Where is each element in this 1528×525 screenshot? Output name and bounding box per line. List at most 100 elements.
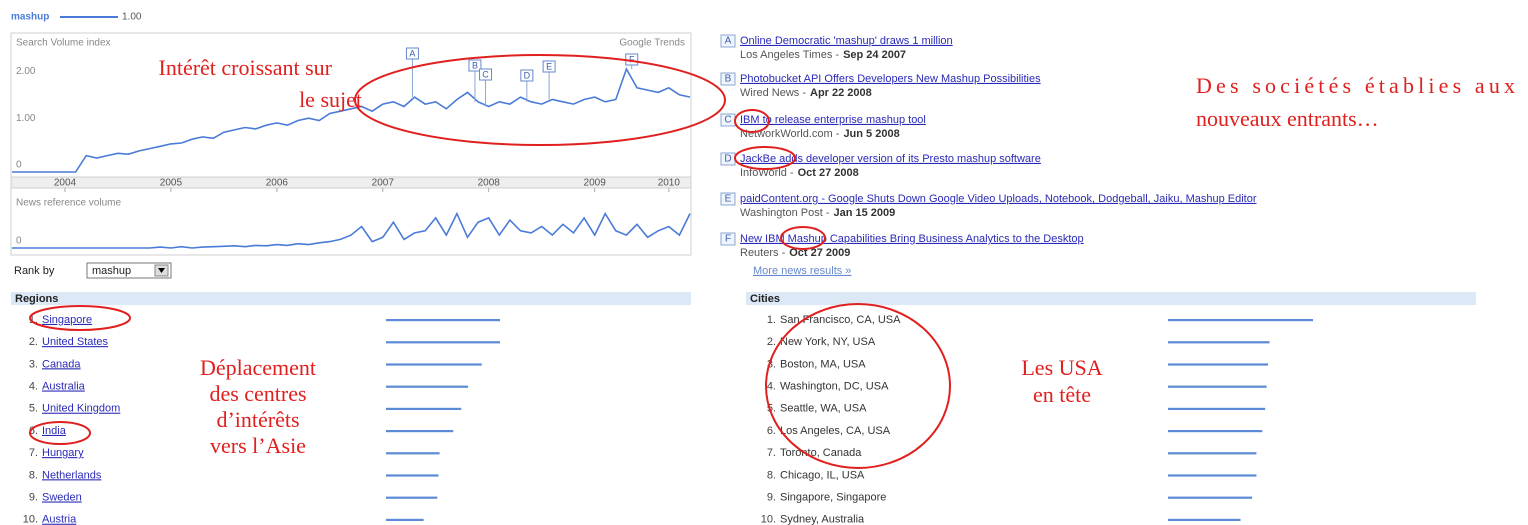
rank-bar bbox=[386, 518, 424, 521]
y-tick-label: 0 bbox=[16, 236, 22, 247]
chart-title: News reference volume bbox=[16, 198, 121, 209]
region-link[interactable]: Netherlands bbox=[42, 469, 102, 481]
highlight-ellipse bbox=[734, 146, 796, 170]
news-source: Los Angeles Times - bbox=[740, 49, 839, 61]
marker-letter: D bbox=[524, 70, 531, 80]
annotation-line: Intérêt croissant sur bbox=[159, 55, 333, 80]
news-date: Sep 24 2007 bbox=[843, 49, 906, 61]
rank-bar bbox=[386, 319, 500, 322]
rank-number: 5. bbox=[767, 403, 776, 415]
annotation-line: Déplacement bbox=[200, 355, 316, 380]
rank-bar bbox=[386, 430, 454, 433]
marker-box bbox=[520, 69, 534, 82]
rank-number: 3. bbox=[767, 358, 776, 370]
annotation-line: en tête bbox=[1033, 382, 1091, 407]
rank-by-label: Rank by bbox=[14, 265, 55, 277]
news-meta: Washington Post - Jan 15 2009 bbox=[740, 207, 895, 219]
news-meta: Los Angeles Times - Sep 24 2007 bbox=[740, 49, 906, 61]
rank-number: 7. bbox=[767, 447, 776, 459]
news-letter: B bbox=[725, 74, 732, 85]
x-tick-label: 2008 bbox=[478, 178, 501, 189]
news-meta: NetworkWorld.com - Jun 5 2008 bbox=[740, 128, 900, 140]
region-link[interactable]: United States bbox=[42, 336, 109, 348]
list-header: Regions bbox=[15, 293, 58, 305]
rank-number: 6. bbox=[29, 425, 38, 437]
news-letter-box bbox=[720, 232, 736, 246]
news-meta: Wired News - Apr 22 2008 bbox=[740, 87, 872, 99]
rank-number: 9. bbox=[29, 492, 38, 504]
news-letter: F bbox=[725, 234, 731, 245]
news-date: Jun 5 2008 bbox=[843, 128, 899, 140]
select-arrow[interactable] bbox=[158, 268, 165, 273]
rank-select-value[interactable]: mashup bbox=[92, 265, 131, 277]
rank-number: 1. bbox=[767, 314, 776, 326]
rank-bar bbox=[386, 407, 462, 410]
region-link[interactable]: Singapore bbox=[42, 314, 92, 326]
city-name: New York, NY, USA bbox=[780, 336, 876, 348]
annotation-line: d’intérêts bbox=[216, 407, 299, 432]
news-letter: D bbox=[724, 154, 731, 165]
x-tick-label: 2010 bbox=[658, 178, 681, 189]
series-line bbox=[12, 211, 691, 249]
rank-bar bbox=[1168, 341, 1270, 344]
x-tick-label: 2005 bbox=[160, 178, 183, 189]
rank-number: 4. bbox=[767, 381, 776, 393]
rank-bar bbox=[1168, 385, 1267, 388]
region-link[interactable]: Austria bbox=[42, 514, 77, 525]
rank-number: 10. bbox=[23, 514, 38, 525]
rank-bar bbox=[1168, 407, 1266, 410]
news-title[interactable]: Online Democratic 'mashup' draws 1 milli… bbox=[740, 35, 953, 47]
news-title[interactable]: JackBe adds developer version of its Pre… bbox=[740, 153, 1041, 165]
news-date: Apr 22 2008 bbox=[810, 87, 872, 99]
news-source: Reuters - bbox=[740, 247, 786, 259]
marker-box bbox=[405, 47, 419, 60]
news-letter-box bbox=[720, 34, 736, 48]
rank-number: 4. bbox=[29, 381, 38, 393]
marker-box bbox=[479, 68, 493, 81]
highlight-ellipse bbox=[734, 109, 770, 133]
rank-select[interactable] bbox=[86, 262, 172, 279]
annotation-line: vers l’Asie bbox=[210, 433, 306, 458]
city-name: Toronto, Canada bbox=[780, 447, 862, 459]
highlight-ellipse bbox=[29, 421, 91, 445]
news-title[interactable]: paidContent.org - Google Shuts Down Goog… bbox=[740, 193, 1257, 205]
rank-bar bbox=[386, 496, 438, 499]
legend-term: mashup bbox=[11, 12, 49, 23]
rank-bar bbox=[1168, 319, 1313, 322]
news-date: Oct 27 2008 bbox=[798, 167, 859, 179]
x-tick-label: 2009 bbox=[584, 178, 607, 189]
city-name: Los Angeles, CA, USA bbox=[780, 425, 891, 437]
year-strip bbox=[10, 176, 692, 189]
annotation-line: nouveaux entrants… bbox=[1196, 106, 1379, 131]
city-name: Singapore, Singapore bbox=[780, 492, 886, 504]
annotation-line: le sujet bbox=[299, 87, 362, 112]
rank-number: 8. bbox=[767, 469, 776, 481]
city-name: Seattle, WA, USA bbox=[780, 403, 867, 415]
rank-bar bbox=[386, 474, 439, 477]
news-title[interactable]: IBM to release enterprise mashup tool bbox=[740, 114, 926, 126]
news-title[interactable]: New IBM Mashup Capabilities Bring Busine… bbox=[740, 233, 1084, 245]
chart-source: Google Trends bbox=[619, 38, 685, 49]
city-name: Chicago, IL, USA bbox=[780, 469, 865, 481]
city-name: Washington, DC, USA bbox=[780, 381, 889, 393]
news-source: InfoWorld - bbox=[740, 167, 794, 179]
rank-number: 3. bbox=[29, 358, 38, 370]
rank-bar bbox=[386, 341, 500, 344]
rank-bar bbox=[386, 385, 469, 388]
region-link[interactable]: Australia bbox=[42, 381, 86, 393]
regions-header bbox=[11, 292, 691, 305]
news-title[interactable]: Photobucket API Offers Developers New Ma… bbox=[740, 73, 1041, 85]
region-link[interactable]: Hungary bbox=[42, 447, 84, 459]
news-letter: E bbox=[725, 194, 732, 205]
rank-number: 1. bbox=[29, 314, 38, 326]
region-link[interactable]: Canada bbox=[42, 358, 81, 370]
marker-box bbox=[542, 60, 556, 73]
news-letter: C bbox=[724, 115, 731, 126]
news-letter-box bbox=[720, 72, 736, 86]
region-link[interactable]: Sweden bbox=[42, 492, 82, 504]
more-news-link[interactable]: More news results » bbox=[753, 265, 851, 277]
news-source: NetworkWorld.com - bbox=[740, 128, 840, 140]
rank-number: 8. bbox=[29, 469, 38, 481]
region-link[interactable]: United Kingdom bbox=[42, 403, 120, 415]
region-link[interactable]: India bbox=[42, 425, 67, 437]
